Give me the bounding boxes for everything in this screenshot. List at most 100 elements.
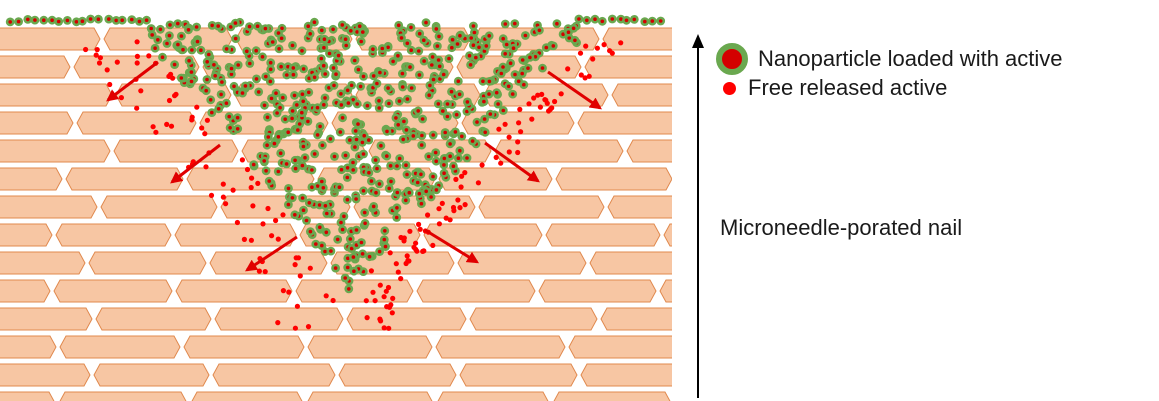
nanoparticle-core: [348, 237, 353, 241]
nanoparticle: [135, 17, 144, 26]
nanoparticle-icon: [716, 43, 748, 75]
release-arrow: [484, 141, 540, 183]
nanoparticle-core: [373, 158, 378, 162]
nanoparticle-core: [378, 70, 382, 75]
nanoparticle: [242, 46, 252, 56]
nanoparticle-core: [436, 102, 441, 106]
nanoparticle-core: [354, 228, 359, 232]
free-active-dot: [286, 289, 292, 295]
nanoparticle: [466, 33, 476, 43]
free-active-dot: [594, 45, 601, 51]
nanoparticle: [290, 210, 300, 220]
free-active-dot: [404, 253, 410, 259]
nail-cell: [0, 335, 57, 359]
nail-cell: [568, 335, 672, 359]
nanoparticle-core: [482, 117, 487, 121]
nanoparticle: [419, 56, 429, 66]
nanoparticle-core: [160, 55, 165, 59]
nanoparticle-core: [80, 19, 85, 24]
nanoparticle: [472, 117, 482, 127]
nanoparticle: [535, 25, 544, 35]
free-active-dot: [265, 205, 271, 212]
nanoparticle-core: [377, 249, 382, 254]
legend-nanoparticle: Nanoparticle loaded with active: [716, 43, 1063, 75]
nanoparticle-core: [204, 88, 208, 93]
nanoparticle-core: [321, 63, 326, 68]
nanoparticle: [306, 227, 315, 237]
nanoparticle: [357, 238, 366, 247]
nanoparticle: [517, 69, 527, 78]
free-active-dot: [515, 149, 521, 156]
nail-cell: [0, 27, 101, 51]
nail-cell: [589, 251, 672, 275]
nanoparticle: [299, 64, 308, 74]
nanoparticle: [485, 77, 494, 86]
nanoparticle: [510, 70, 520, 79]
nanoparticle: [406, 45, 416, 55]
nanoparticle-core: [300, 92, 305, 96]
nanoparticle: [509, 43, 518, 53]
nanoparticle-core: [434, 188, 439, 192]
nanoparticle-core: [394, 116, 398, 120]
free-active-dot-icon: [723, 81, 736, 95]
nanoparticle-core: [441, 109, 445, 113]
nanoparticle: [278, 93, 288, 103]
nanoparticle-core: [435, 44, 440, 48]
nanoparticle: [184, 56, 194, 66]
nanoparticle-core: [229, 25, 233, 29]
nanoparticle-core: [301, 208, 306, 212]
free-active-dot: [164, 121, 170, 127]
nanoparticle: [345, 135, 355, 145]
nanoparticle: [435, 61, 445, 71]
nanoparticle: [367, 176, 376, 186]
nanoparticle: [462, 153, 472, 163]
nanoparticle: [310, 72, 319, 82]
nanoparticle-core: [387, 186, 392, 191]
nanoparticle-core: [176, 42, 180, 47]
nanoparticle-core: [448, 142, 452, 146]
free-active-dot: [493, 154, 499, 160]
nanoparticle-core: [295, 103, 299, 107]
nanoparticle: [380, 226, 390, 236]
nail-cell: [346, 307, 467, 331]
nanoparticle: [382, 151, 392, 161]
nanoparticle-core: [359, 240, 364, 245]
nanoparticle-core: [210, 110, 214, 115]
nanoparticle: [335, 182, 344, 192]
nanoparticle: [622, 15, 631, 25]
nanoparticle-core: [324, 230, 329, 235]
nanoparticle: [346, 26, 356, 36]
nanoparticle-core: [349, 29, 353, 33]
nanoparticle-core: [323, 72, 328, 76]
nanoparticle-core: [248, 61, 252, 66]
nanoparticle-core: [352, 58, 357, 63]
free-active-dot: [413, 240, 419, 246]
nanoparticle: [254, 87, 264, 97]
free-active-dot: [381, 294, 387, 300]
nanoparticle-core: [405, 97, 410, 101]
nanoparticle-core: [371, 204, 376, 209]
nanoparticle: [291, 164, 300, 174]
free-active-dot: [506, 149, 512, 155]
nanoparticle: [321, 227, 331, 237]
nanoparticle: [277, 33, 286, 43]
nanoparticle: [538, 63, 547, 73]
nanoparticle-core: [353, 145, 357, 149]
nanoparticle-core: [460, 134, 464, 139]
nail-cell: [55, 223, 172, 247]
nanoparticle: [417, 131, 427, 140]
nanoparticle-core: [327, 86, 331, 90]
nanoparticle-core: [290, 109, 295, 113]
nanoparticle: [336, 89, 346, 99]
nanoparticle: [424, 90, 434, 100]
nanoparticle: [341, 34, 350, 44]
nanoparticle: [339, 211, 349, 221]
nanoparticle-core: [404, 163, 408, 167]
nanoparticle: [417, 140, 427, 150]
nanoparticle-core: [540, 66, 545, 70]
free-active-dot: [204, 117, 210, 123]
nanoparticle: [590, 14, 600, 24]
nanoparticle: [300, 153, 310, 163]
nanoparticle: [498, 62, 508, 72]
nanoparticle-core: [516, 79, 521, 84]
